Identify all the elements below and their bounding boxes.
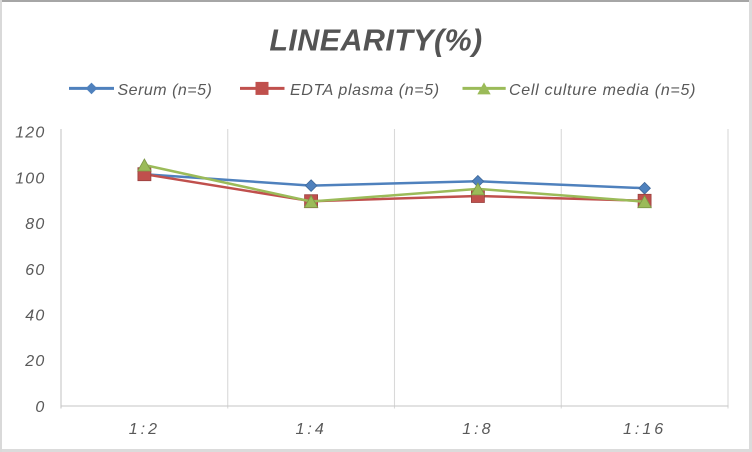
svg-text:60: 60 xyxy=(25,262,45,279)
svg-text:0: 0 xyxy=(35,399,45,416)
svg-text:1:4: 1:4 xyxy=(295,421,326,438)
svg-text:1:8: 1:8 xyxy=(462,421,493,438)
svg-text:EDTA plasma (n=5): EDTA plasma (n=5) xyxy=(290,82,440,99)
svg-text:Serum (n=5): Serum (n=5) xyxy=(118,82,213,99)
svg-text:1:2: 1:2 xyxy=(129,421,160,438)
svg-text:LINEARITY(%): LINEARITY(%) xyxy=(269,23,482,57)
svg-text:120: 120 xyxy=(15,125,45,142)
svg-text:40: 40 xyxy=(25,307,45,324)
svg-text:20: 20 xyxy=(24,353,45,370)
svg-text:1:16: 1:16 xyxy=(623,421,666,438)
svg-text:Cell culture media (n=5): Cell culture media (n=5) xyxy=(509,82,696,99)
svg-text:100: 100 xyxy=(15,170,45,187)
svg-text:80: 80 xyxy=(25,216,45,233)
